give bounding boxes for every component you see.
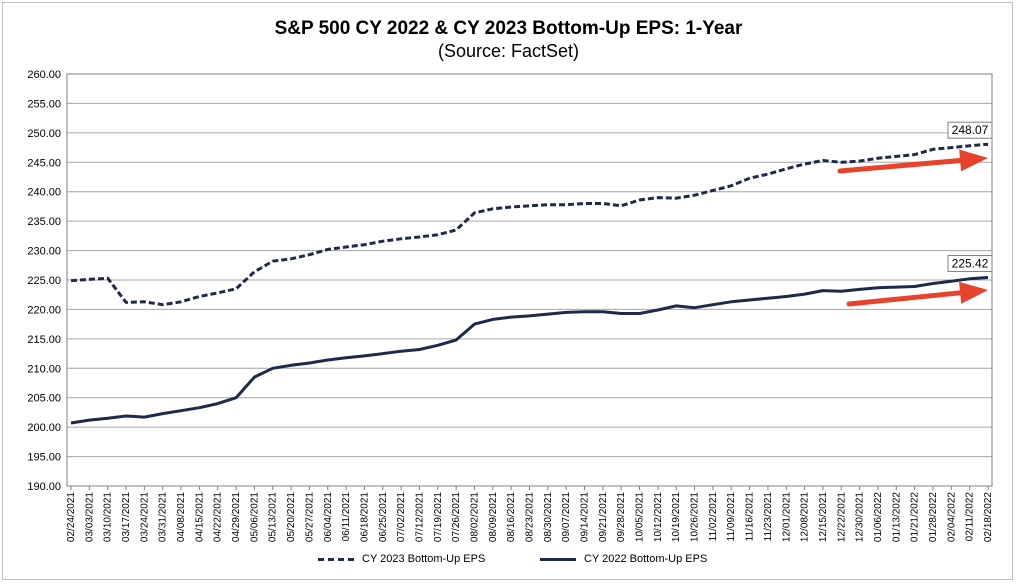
series-line-cy2022 <box>70 276 989 425</box>
x-tick-label: 05/06/2021 <box>249 492 260 542</box>
y-tick-label: 245.00 <box>27 157 61 169</box>
x-tick-label: 02/04/2022 <box>946 492 957 542</box>
x-tick-label: 03/10/2021 <box>103 492 114 542</box>
legend-label-cy2023: CY 2023 Bottom-Up EPS <box>362 553 486 565</box>
y-tick-label: 200.00 <box>27 422 61 434</box>
gridlines <box>66 73 993 487</box>
y-tick-label: 190.00 <box>27 481 61 493</box>
x-tick-label: 06/18/2021 <box>359 492 370 542</box>
y-axis-ticks: 190.00 195.00 200.00 205.00 210.00 215.00 220.… <box>27 69 61 493</box>
x-tick-label: 10/26/2021 <box>690 492 701 542</box>
x-tick-label: 02/11/2022 <box>965 492 976 542</box>
x-tick-label: 02/24/2021 <box>66 492 77 542</box>
x-tick-label: 06/11/2021 <box>341 492 352 542</box>
legend-swatch-dashed <box>318 557 354 561</box>
x-tick-label: 07/19/2021 <box>433 492 444 542</box>
x-tick-label: 05/27/2021 <box>304 492 315 542</box>
x-tick-label: 08/30/2021 <box>543 492 554 542</box>
x-tick-label: 04/22/2021 <box>213 492 224 542</box>
x-tick-label: 08/09/2021 <box>488 492 499 542</box>
x-tick-label: 02/18/2022 <box>983 492 994 542</box>
x-tick-label: 06/04/2021 <box>323 492 334 542</box>
x-tick-label: 03/31/2021 <box>158 492 169 542</box>
x-tick-label: 07/26/2021 <box>451 492 462 542</box>
x-tick-label: 09/07/2021 <box>561 492 572 542</box>
legend-item-cy2022: CY 2022 Bottom-Up EPS <box>540 553 707 565</box>
x-tick-label: 03/03/2021 <box>84 492 95 542</box>
callout-label: 248.07 <box>952 123 989 137</box>
legend-swatch-solid <box>540 557 576 561</box>
y-tick-label: 250.00 <box>27 128 61 140</box>
y-tick-label: 235.00 <box>27 216 61 228</box>
legend-label-cy2022: CY 2022 Bottom-Up EPS <box>584 553 708 565</box>
y-tick-label: 210.00 <box>27 363 61 375</box>
x-tick-label: 10/05/2021 <box>635 492 646 542</box>
x-tick-label: 03/17/2021 <box>121 492 132 542</box>
x-tick-label: 11/02/2021 <box>708 492 719 542</box>
x-tick-label: 08/16/2021 <box>506 492 517 542</box>
y-tick-label: 220.00 <box>27 304 61 316</box>
x-tick-label: 12/08/2021 <box>800 492 811 542</box>
x-tick-label: 11/23/2021 <box>763 492 774 542</box>
x-tick-label: 01/13/2022 <box>891 492 902 542</box>
series-lines <box>70 142 989 425</box>
trend-arrow <box>846 281 988 307</box>
chart-subtitle: (Source: FactSet) <box>437 41 580 61</box>
x-tick-label: 04/08/2021 <box>176 492 187 542</box>
y-tick-label: 225.00 <box>27 275 61 287</box>
callout-box <box>947 255 993 273</box>
y-tick-label: 230.00 <box>27 246 61 258</box>
x-tick-label: 03/24/2021 <box>139 492 150 542</box>
x-tick-label: 12/30/2021 <box>855 492 866 542</box>
y-tick-label: 255.00 <box>27 98 61 110</box>
x-tick-label: 04/29/2021 <box>231 492 242 542</box>
x-tick-label: 11/09/2021 <box>726 492 737 542</box>
value-callouts: 248.07 225.42 <box>947 121 993 273</box>
trend-arrow <box>837 149 988 174</box>
x-tick-label: 06/25/2021 <box>378 492 389 542</box>
series-line-cy2023 <box>70 142 989 307</box>
x-tick-label: 09/14/2021 <box>580 492 591 542</box>
x-tick-label: 09/21/2021 <box>598 492 609 542</box>
x-tick-label: 07/02/2021 <box>396 492 407 542</box>
callout-box <box>947 121 993 139</box>
x-tick-label: 01/21/2022 <box>910 492 921 542</box>
trend-arrows <box>837 149 988 307</box>
x-tick-label: 05/13/2021 <box>268 492 279 542</box>
x-tick-label: 12/01/2021 <box>781 492 792 542</box>
x-tick-label: 04/15/2021 <box>194 492 205 542</box>
x-tick-label: 07/12/2021 <box>414 492 425 542</box>
y-tick-label: 240.00 <box>27 187 61 199</box>
y-tick-label: 205.00 <box>27 393 61 405</box>
x-tick-label: 01/06/2022 <box>873 492 884 542</box>
legend-item-cy2023: CY 2023 Bottom-Up EPS <box>318 553 485 565</box>
x-tick-label: 08/02/2021 <box>469 492 480 542</box>
x-tick-label: 10/12/2021 <box>653 492 664 542</box>
y-tick-label: 215.00 <box>27 334 61 346</box>
x-tick-label: 12/22/2021 <box>836 492 847 542</box>
x-tick-label: 05/20/2021 <box>286 492 297 542</box>
y-tick-label: 260.00 <box>27 69 61 81</box>
x-axis-ticks: 02/24/2021 03/03/2021 03/10/2021 03/17/2021… <box>66 486 994 542</box>
x-tick-label: 11/16/2021 <box>745 492 756 542</box>
x-tick-label: 08/23/2021 <box>525 492 536 542</box>
callout-label: 225.42 <box>952 257 989 271</box>
x-tick-label: 12/15/2021 <box>818 492 829 542</box>
x-tick-label: 01/28/2022 <box>928 492 939 542</box>
x-tick-label: 10/19/2021 <box>671 492 682 542</box>
chart-title: S&P 500 CY 2022 & CY 2023 Bottom-Up EPS:… <box>274 18 743 39</box>
y-tick-label: 195.00 <box>27 452 61 464</box>
x-tick-label: 09/28/2021 <box>616 492 627 542</box>
